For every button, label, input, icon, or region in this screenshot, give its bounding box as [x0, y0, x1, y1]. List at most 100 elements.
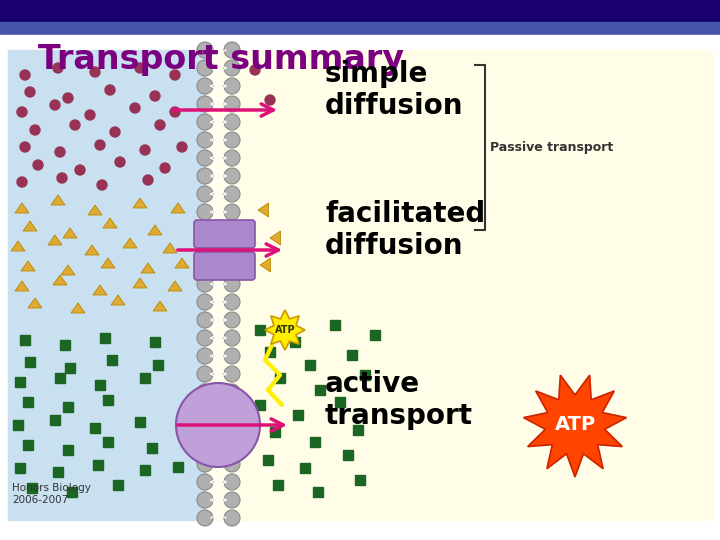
- Bar: [153, 360, 163, 370]
- Bar: [15, 463, 25, 473]
- Polygon shape: [21, 261, 35, 271]
- Bar: [23, 440, 33, 450]
- Bar: [63, 445, 73, 455]
- Polygon shape: [141, 263, 155, 273]
- Circle shape: [197, 492, 213, 508]
- Bar: [103, 437, 113, 447]
- Bar: [95, 380, 105, 390]
- Bar: [370, 330, 380, 340]
- Circle shape: [176, 383, 260, 467]
- Circle shape: [20, 70, 30, 80]
- Circle shape: [224, 492, 240, 508]
- Circle shape: [224, 330, 240, 346]
- Circle shape: [197, 276, 213, 292]
- Bar: [55, 373, 65, 383]
- Bar: [113, 480, 123, 490]
- Circle shape: [63, 93, 73, 103]
- Text: Passive transport: Passive transport: [490, 140, 613, 153]
- Circle shape: [224, 204, 240, 220]
- Polygon shape: [51, 195, 65, 205]
- Circle shape: [224, 240, 240, 256]
- Bar: [273, 480, 283, 490]
- Circle shape: [50, 100, 60, 110]
- Circle shape: [197, 240, 213, 256]
- Circle shape: [224, 384, 240, 400]
- Circle shape: [197, 42, 213, 58]
- Bar: [20, 335, 30, 345]
- Circle shape: [140, 145, 150, 155]
- Polygon shape: [28, 298, 42, 308]
- Circle shape: [85, 110, 95, 120]
- FancyBboxPatch shape: [194, 220, 255, 248]
- Circle shape: [197, 204, 213, 220]
- Circle shape: [224, 402, 240, 418]
- Circle shape: [224, 114, 240, 130]
- Bar: [0, 22, 720, 35]
- Polygon shape: [85, 245, 99, 255]
- Circle shape: [197, 348, 213, 364]
- Circle shape: [250, 65, 260, 75]
- Bar: [25, 357, 35, 367]
- Bar: [343, 450, 353, 460]
- Polygon shape: [133, 278, 147, 288]
- Circle shape: [224, 294, 240, 310]
- Polygon shape: [101, 258, 115, 268]
- Bar: [65, 363, 75, 373]
- Bar: [50, 415, 60, 425]
- Circle shape: [115, 157, 125, 167]
- Circle shape: [224, 420, 240, 436]
- Bar: [305, 360, 315, 370]
- Circle shape: [105, 85, 115, 95]
- Bar: [173, 462, 183, 472]
- Bar: [140, 465, 150, 475]
- Circle shape: [224, 168, 240, 184]
- Polygon shape: [133, 198, 147, 208]
- FancyBboxPatch shape: [194, 252, 255, 280]
- Circle shape: [197, 96, 213, 112]
- Polygon shape: [15, 281, 29, 291]
- Bar: [0, 0, 720, 22]
- Polygon shape: [265, 310, 305, 350]
- Circle shape: [224, 96, 240, 112]
- Bar: [103, 395, 113, 405]
- Bar: [23, 397, 33, 407]
- Bar: [60, 340, 70, 350]
- Circle shape: [197, 366, 213, 382]
- Circle shape: [224, 456, 240, 472]
- Circle shape: [55, 147, 65, 157]
- Circle shape: [53, 63, 63, 73]
- Circle shape: [197, 384, 213, 400]
- Circle shape: [90, 67, 100, 77]
- Bar: [147, 443, 157, 453]
- Bar: [27, 483, 37, 493]
- Circle shape: [197, 402, 213, 418]
- Circle shape: [224, 186, 240, 202]
- Circle shape: [197, 510, 213, 526]
- Polygon shape: [23, 221, 37, 231]
- Polygon shape: [523, 375, 626, 477]
- Text: ATP: ATP: [554, 415, 595, 435]
- Bar: [90, 423, 100, 433]
- Polygon shape: [15, 203, 29, 213]
- Bar: [140, 373, 150, 383]
- Circle shape: [197, 222, 213, 238]
- Polygon shape: [103, 218, 117, 228]
- Polygon shape: [61, 265, 75, 275]
- Circle shape: [17, 177, 27, 187]
- Bar: [100, 333, 110, 343]
- Circle shape: [57, 173, 67, 183]
- Polygon shape: [11, 241, 25, 251]
- Circle shape: [224, 42, 240, 58]
- Circle shape: [197, 258, 213, 274]
- Circle shape: [17, 107, 27, 117]
- Bar: [293, 410, 303, 420]
- Text: facilitated
diffusion: facilitated diffusion: [325, 200, 485, 260]
- Circle shape: [25, 87, 35, 97]
- Circle shape: [33, 160, 43, 170]
- Circle shape: [224, 312, 240, 328]
- Bar: [255, 400, 265, 410]
- Bar: [255, 325, 265, 335]
- Text: Transport summary: Transport summary: [38, 43, 404, 76]
- Bar: [13, 420, 23, 430]
- Bar: [135, 417, 145, 427]
